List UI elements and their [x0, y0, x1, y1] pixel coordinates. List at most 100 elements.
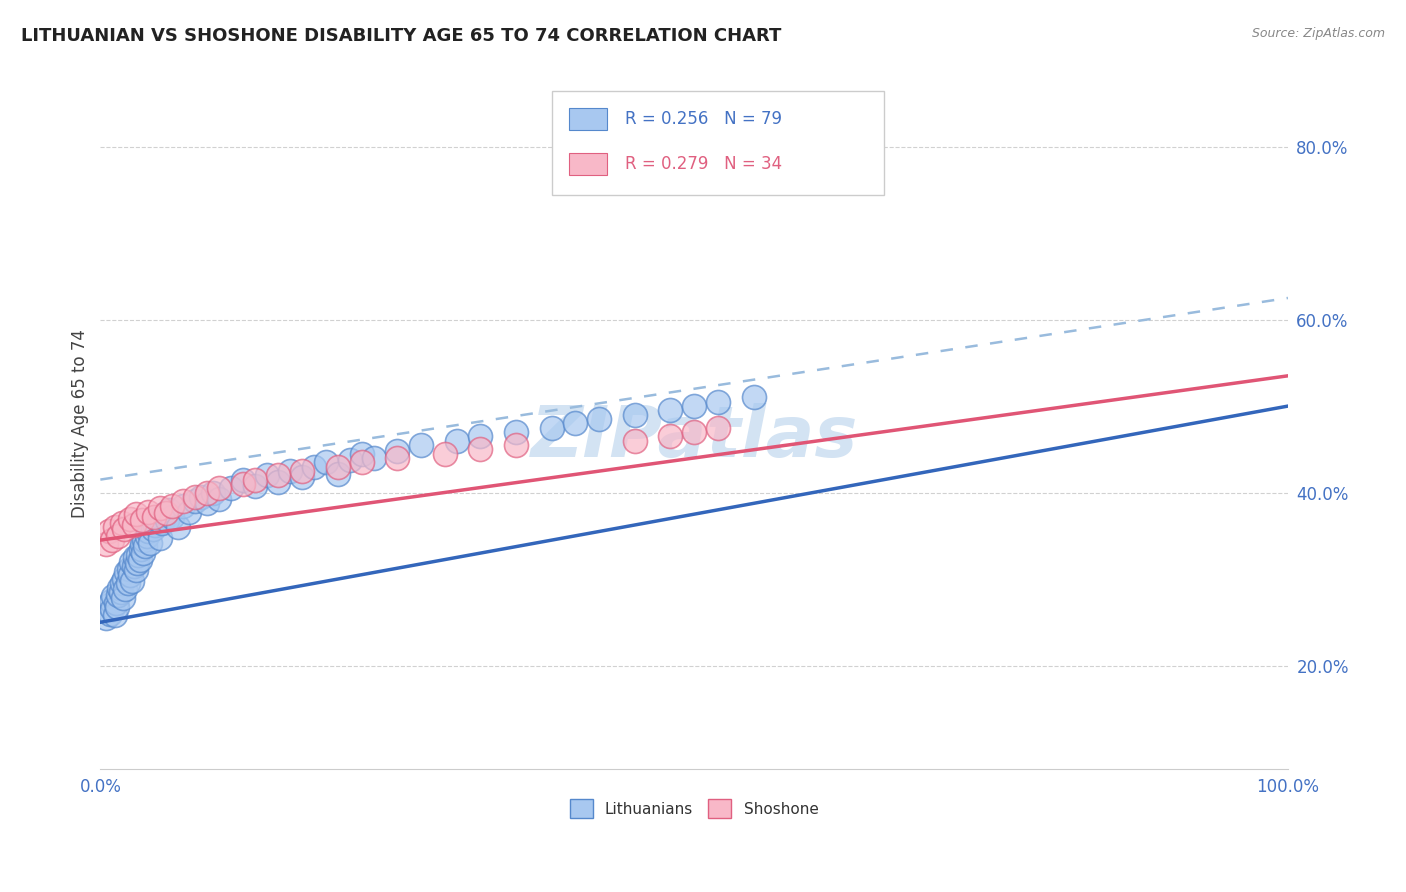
- FancyBboxPatch shape: [551, 91, 884, 195]
- Point: [160, 499, 183, 513]
- Point: [184, 490, 207, 504]
- Point: [127, 557, 149, 571]
- Point: [350, 455, 373, 469]
- Point: [659, 429, 682, 443]
- Point: [111, 591, 134, 605]
- Point: [139, 535, 162, 549]
- Point: [125, 507, 148, 521]
- Point: [540, 420, 562, 434]
- Legend: Lithuanians, Shoshone: Lithuanians, Shoshone: [564, 793, 825, 824]
- Point: [97, 524, 120, 539]
- Text: R = 0.256   N = 79: R = 0.256 N = 79: [626, 110, 782, 128]
- Point: [409, 438, 432, 452]
- Point: [118, 511, 141, 525]
- Point: [243, 478, 266, 492]
- Point: [267, 468, 290, 483]
- Point: [149, 531, 172, 545]
- Point: [470, 442, 492, 457]
- Point: [195, 496, 218, 510]
- Point: [136, 505, 159, 519]
- Point: [243, 473, 266, 487]
- Point: [112, 572, 135, 586]
- Point: [208, 492, 231, 507]
- Point: [132, 546, 155, 560]
- Point: [118, 562, 141, 576]
- Point: [111, 576, 134, 591]
- Point: [129, 541, 152, 556]
- Text: ZIPatlas: ZIPatlas: [530, 402, 858, 472]
- Point: [96, 611, 118, 625]
- Point: [107, 529, 129, 543]
- Point: [149, 501, 172, 516]
- Text: Source: ZipAtlas.com: Source: ZipAtlas.com: [1251, 27, 1385, 40]
- Point: [134, 533, 156, 548]
- Point: [118, 567, 141, 582]
- Point: [121, 574, 143, 588]
- Point: [101, 602, 124, 616]
- Point: [387, 450, 409, 465]
- Point: [117, 576, 139, 591]
- Point: [190, 490, 212, 504]
- Point: [131, 513, 153, 527]
- Point: [100, 593, 122, 607]
- Point: [142, 509, 165, 524]
- Point: [143, 518, 166, 533]
- Point: [588, 412, 610, 426]
- Point: [157, 503, 180, 517]
- Point: [142, 522, 165, 536]
- Point: [135, 529, 157, 543]
- Point: [103, 590, 125, 604]
- Point: [150, 516, 173, 530]
- Point: [115, 565, 138, 579]
- Point: [124, 550, 146, 565]
- Point: [146, 511, 169, 525]
- Point: [219, 481, 242, 495]
- Point: [101, 533, 124, 548]
- Point: [122, 518, 145, 533]
- Point: [128, 553, 150, 567]
- Point: [97, 598, 120, 612]
- Point: [302, 459, 325, 474]
- Point: [433, 447, 456, 461]
- Point: [107, 588, 129, 602]
- Text: R = 0.279   N = 34: R = 0.279 N = 34: [626, 155, 782, 173]
- Point: [623, 408, 645, 422]
- Point: [131, 537, 153, 551]
- Point: [280, 464, 302, 478]
- Point: [208, 481, 231, 495]
- Point: [120, 555, 142, 569]
- Point: [156, 513, 179, 527]
- Point: [623, 434, 645, 448]
- Point: [111, 516, 134, 530]
- Point: [387, 444, 409, 458]
- Point: [470, 429, 492, 443]
- Point: [98, 607, 121, 621]
- Point: [659, 403, 682, 417]
- Point: [363, 450, 385, 465]
- Point: [505, 438, 527, 452]
- Point: [134, 539, 156, 553]
- Point: [683, 399, 706, 413]
- Point: [173, 494, 195, 508]
- Point: [96, 537, 118, 551]
- Point: [108, 581, 131, 595]
- Point: [104, 608, 127, 623]
- Point: [742, 391, 765, 405]
- Text: LITHUANIAN VS SHOSHONE DISABILITY AGE 65 TO 74 CORRELATION CHART: LITHUANIAN VS SHOSHONE DISABILITY AGE 65…: [21, 27, 782, 45]
- Point: [339, 452, 361, 467]
- Point: [179, 505, 201, 519]
- Point: [112, 522, 135, 536]
- Point: [505, 425, 527, 439]
- Point: [125, 563, 148, 577]
- Point: [707, 420, 730, 434]
- Y-axis label: Disability Age 65 to 74: Disability Age 65 to 74: [72, 329, 89, 518]
- Point: [202, 485, 225, 500]
- Point: [114, 582, 136, 597]
- Point: [232, 473, 254, 487]
- Point: [683, 425, 706, 439]
- Point: [173, 499, 195, 513]
- Point: [122, 559, 145, 574]
- Point: [564, 417, 586, 431]
- Point: [104, 520, 127, 534]
- Point: [326, 459, 349, 474]
